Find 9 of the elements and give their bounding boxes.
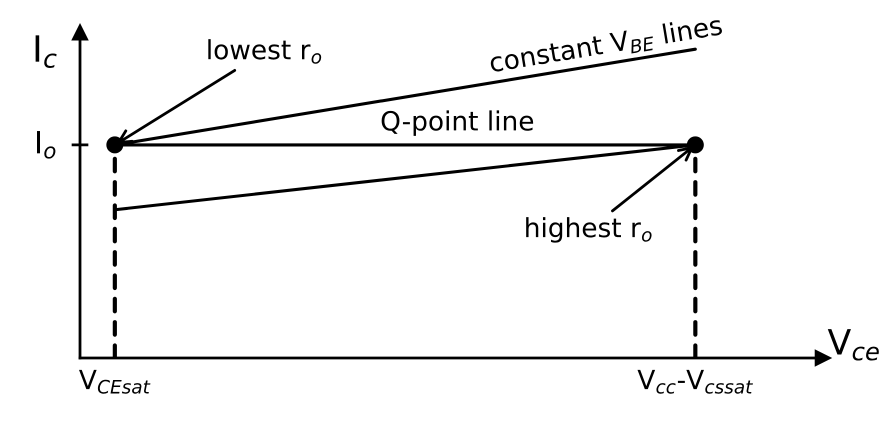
annotation: lowest r$_{o}$ — [208, 39, 322, 64]
x-tick-label: V$_{CEsat}$ — [79, 370, 150, 394]
annotation: highest r$_{o}$ — [526, 217, 652, 243]
text: constant V$_{BE}$ lines — [488, 14, 724, 76]
x-axis-title: V$_{ce}$ — [828, 329, 879, 361]
y-axis-title: I$_{c}$ — [36, 35, 57, 68]
series-label: Q-point line — [382, 110, 534, 136]
text: I$_{o}$ — [37, 131, 56, 159]
x-tick-label: V$_{cc}$-V$_{cssat}$ — [637, 370, 753, 394]
